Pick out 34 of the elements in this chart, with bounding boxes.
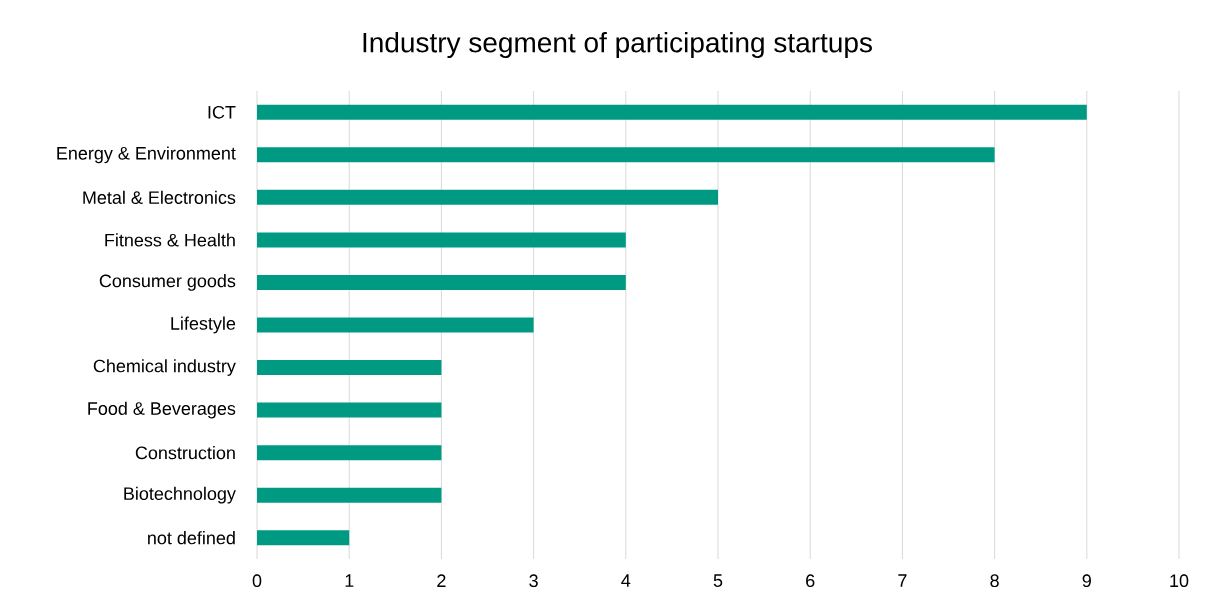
y-tick-label: Consumer goods bbox=[99, 274, 236, 291]
x-tick-label: 6 bbox=[806, 574, 815, 588]
bar bbox=[257, 360, 442, 376]
bar bbox=[257, 402, 442, 418]
bar bbox=[257, 232, 626, 248]
bar bbox=[257, 147, 995, 163]
y-tick-label: Biotechnology bbox=[124, 486, 236, 504]
bar bbox=[257, 189, 718, 205]
x-tick-label: 2 bbox=[437, 574, 446, 587]
bar bbox=[257, 274, 626, 290]
bar bbox=[257, 530, 350, 546]
y-tick-label: Construction bbox=[135, 446, 235, 460]
x-tick-label: 0 bbox=[252, 574, 262, 588]
chart-title: Industry segment of participating startups bbox=[363, 31, 872, 59]
bar bbox=[257, 487, 442, 503]
y-tick-label: not defined bbox=[148, 531, 235, 545]
x-tick-label: 4 bbox=[621, 574, 631, 587]
bar bbox=[257, 445, 442, 461]
x-tick-label: 3 bbox=[529, 574, 538, 588]
x-tick-label: 7 bbox=[898, 574, 907, 587]
y-tick-label: Lifestyle bbox=[171, 316, 236, 334]
y-tick-label: Metal & Electronics bbox=[83, 190, 236, 204]
x-tick-label: 1 bbox=[345, 574, 354, 587]
x-tick-label: 8 bbox=[990, 574, 999, 588]
y-tick-label: Energy & Environment bbox=[57, 146, 236, 164]
y-tick-label: ICT bbox=[208, 105, 236, 119]
y-tick-label: Chemical industry bbox=[93, 359, 236, 376]
x-tick-label: 5 bbox=[713, 574, 723, 587]
y-tick-label: Food & Beverages bbox=[88, 401, 236, 419]
x-tick-label: 9 bbox=[1082, 574, 1091, 588]
x-tick-label: 10 bbox=[1170, 574, 1189, 588]
bar bbox=[257, 104, 1087, 120]
bar bbox=[257, 317, 534, 333]
y-tick-label: Fitness & Health bbox=[105, 233, 235, 247]
